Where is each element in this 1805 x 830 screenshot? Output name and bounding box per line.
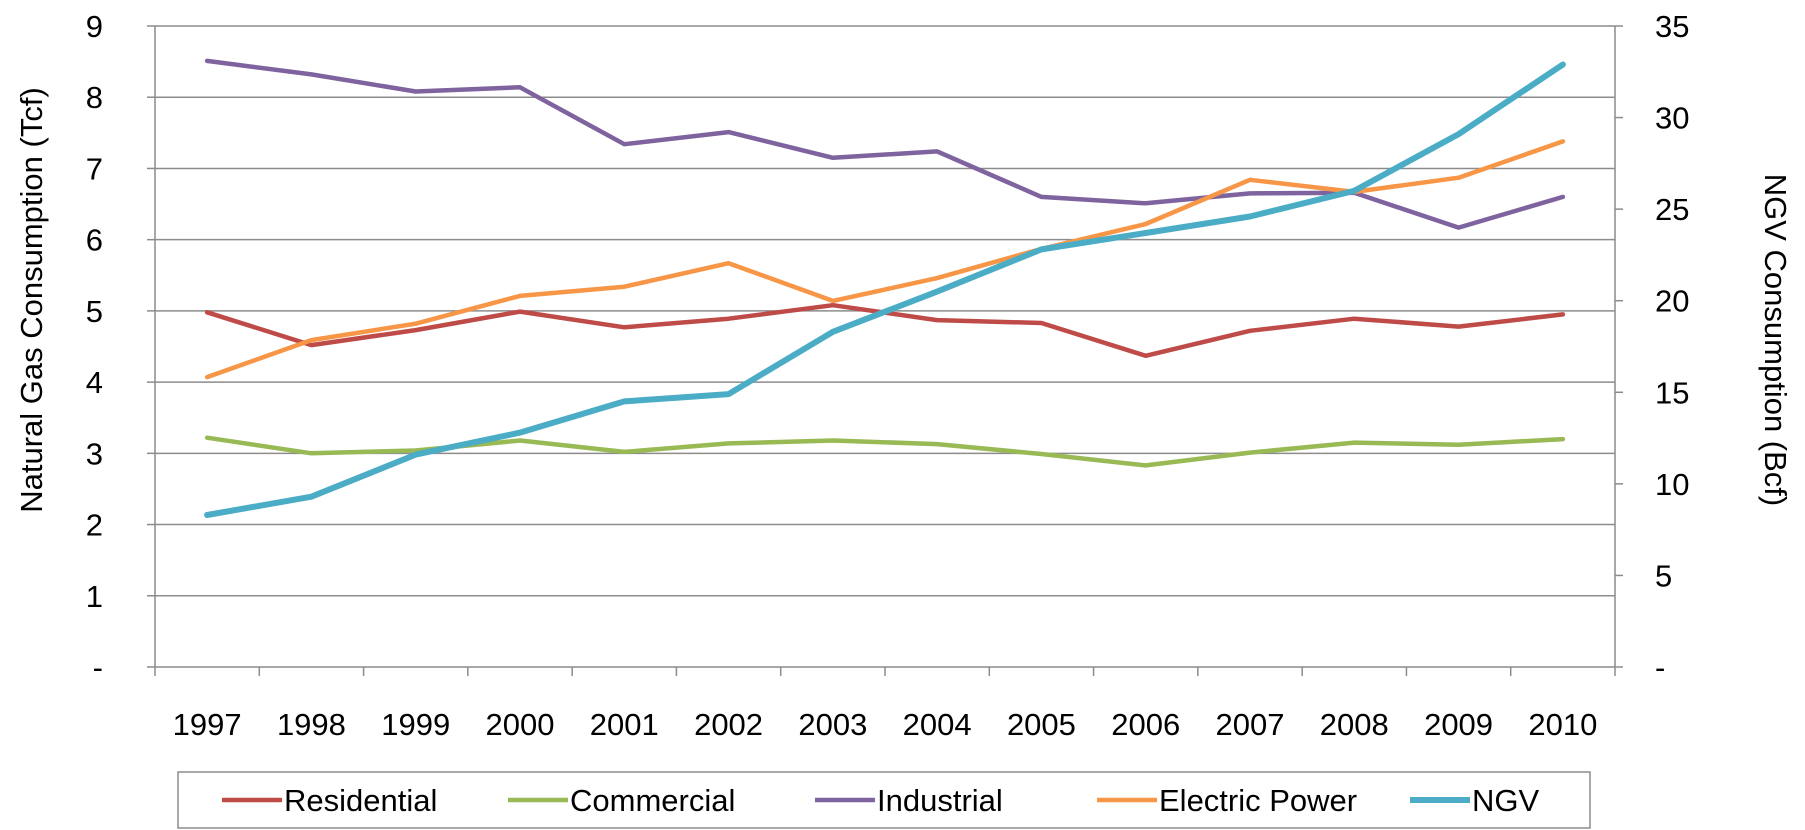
left-tick-label: 5 — [86, 294, 103, 329]
legend-label-commercial: Commercial — [570, 783, 735, 818]
legend-label-industrial: Industrial — [877, 783, 1003, 818]
right-tick-label: - — [1655, 650, 1665, 685]
x-axis-ticks: 1997 1998 1999 2000 2001 2002 2003 2004 2005 2006… — [154, 667, 1616, 742]
left-tick-label: 7 — [86, 151, 103, 186]
x-tick-label: 2009 — [1424, 707, 1493, 742]
right-axis-title: NGV Consumption (Bcf) — [1758, 174, 1793, 507]
legend-label-electric-power: Electric Power — [1159, 783, 1357, 818]
series-lines — [204, 58, 1566, 518]
x-tick-label: 2007 — [1216, 707, 1285, 742]
x-tick-label: 2003 — [798, 707, 867, 742]
left-tick-label: 8 — [86, 80, 103, 115]
series-line-industrial — [204, 58, 1566, 230]
series-line-ngv — [204, 61, 1566, 518]
left-tick-label: 1 — [86, 579, 103, 614]
legend-box — [177, 771, 1591, 829]
x-tick-label: 2002 — [694, 707, 763, 742]
legend-label-ngv: NGV — [1472, 783, 1540, 818]
right-tick-label: 15 — [1655, 375, 1689, 410]
x-tick-label: 2010 — [1528, 707, 1597, 742]
legend-label-residential: Residential — [284, 783, 437, 818]
left-axis-title: Natural Gas Consumption (Tcf) — [14, 87, 49, 513]
right-tick-label: 35 — [1655, 9, 1689, 44]
right-axis-ticks: - 5 10 15 20 25 30 35 — [1615, 9, 1689, 685]
x-tick-label: 2000 — [486, 707, 555, 742]
x-tick-label: 2005 — [1007, 707, 1076, 742]
series-line-commercial — [204, 435, 1566, 468]
left-tick-label: 6 — [86, 223, 103, 258]
x-tick-label: 1998 — [277, 707, 346, 742]
x-tick-label: 2006 — [1111, 707, 1180, 742]
left-tick-label: 4 — [86, 365, 103, 400]
x-tick-label: 2001 — [590, 707, 659, 742]
x-tick-label: 1997 — [173, 707, 242, 742]
right-tick-label: 20 — [1655, 284, 1689, 319]
left-tick-label: 9 — [86, 9, 103, 44]
left-tick-label: 2 — [86, 508, 103, 543]
left-axis-ticks: - 1 2 3 4 5 6 7 8 9 — [86, 9, 155, 685]
right-tick-label: 10 — [1655, 467, 1689, 502]
legend-items: Residential Commercial Industrial Electric … — [222, 783, 1540, 818]
x-tick-label: 2004 — [903, 707, 972, 742]
series-line-electric-power — [204, 139, 1566, 380]
left-tick-label: - — [93, 650, 103, 685]
left-tick-label: 3 — [86, 436, 103, 471]
right-tick-label: 30 — [1655, 101, 1689, 136]
axes — [154, 26, 1616, 668]
right-tick-label: 5 — [1655, 558, 1672, 593]
legend: Residential Commercial Industrial Electric … — [177, 771, 1591, 829]
x-tick-label: 2008 — [1320, 707, 1389, 742]
x-tick-label: 1999 — [381, 707, 450, 742]
right-tick-label: 25 — [1655, 192, 1689, 227]
